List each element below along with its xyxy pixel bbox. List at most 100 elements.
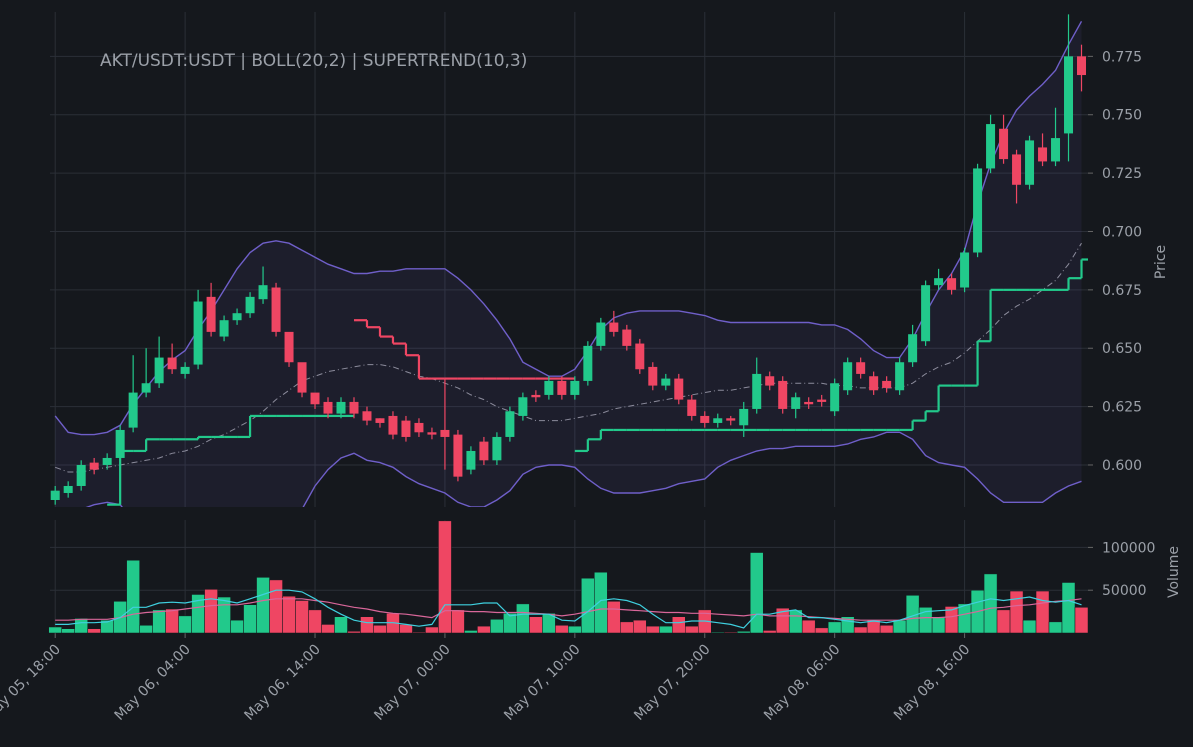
y-axis-label: Price: [1153, 245, 1169, 279]
candle-body: [921, 285, 931, 342]
y-tick-label: 0.700: [1102, 224, 1142, 240]
candle-body: [115, 429, 125, 458]
volume-bar: [659, 625, 673, 634]
volume-bar: [152, 609, 166, 634]
bollinger-mid: [55, 242, 1082, 473]
volume-bar: [827, 621, 842, 634]
candle-body: [284, 331, 294, 363]
volume-bar: [516, 603, 530, 634]
volume-bar: [438, 520, 452, 634]
volume-bar: [282, 595, 296, 634]
y-tick-label: 0.725: [1102, 166, 1142, 182]
candle-body: [102, 457, 112, 465]
volume-bar: [723, 631, 738, 634]
candle-body: [635, 343, 645, 370]
candle-body: [1064, 56, 1074, 134]
volume-bar: [633, 619, 647, 634]
candle-body: [1077, 56, 1087, 76]
volume-bar: [555, 625, 569, 634]
volume-bar: [334, 616, 348, 634]
volume-bar: [1048, 621, 1063, 634]
candle-body: [596, 322, 606, 346]
candle-body: [908, 334, 918, 363]
candle-body: [843, 362, 853, 391]
volume-bar: [451, 609, 465, 634]
y-tick-label: 0.775: [1102, 49, 1142, 65]
candle-body: [752, 373, 762, 409]
candle-body: [726, 418, 736, 421]
candle-body: [570, 380, 580, 395]
candle-body: [895, 362, 905, 391]
candle-body: [778, 380, 788, 409]
candle-body: [427, 432, 437, 435]
candle-body: [557, 380, 567, 395]
candle-body: [739, 408, 749, 426]
candle-body: [440, 429, 450, 437]
volume-bar: [762, 630, 777, 634]
volume-bar: [749, 552, 764, 634]
candle-body: [687, 399, 697, 416]
volume-bar: [74, 618, 88, 634]
volume-bar: [1009, 590, 1024, 634]
candle-body: [622, 329, 632, 346]
candle-body: [128, 392, 138, 428]
candle-body: [1025, 140, 1035, 185]
volume-bar: [620, 621, 634, 634]
candle-body: [674, 378, 684, 400]
candle-body: [180, 366, 190, 374]
candle-body: [50, 490, 60, 500]
volume-bar: [126, 559, 140, 634]
volume-bar: [1061, 582, 1076, 634]
candle-body: [206, 296, 216, 332]
y-tick-label: 0.600: [1102, 458, 1142, 474]
volume-bar: [542, 613, 556, 634]
candle-body: [375, 418, 385, 423]
volume-bar: [646, 625, 660, 634]
candle-body: [986, 124, 996, 169]
volume-panel: [48, 520, 1089, 634]
volume-bar: [672, 616, 686, 634]
volume-bar: [1022, 619, 1037, 634]
candle-body: [1038, 147, 1048, 162]
volume-bar: [178, 615, 192, 634]
volume-bar: [217, 596, 231, 634]
candle-body: [258, 285, 268, 300]
candle-body: [479, 441, 489, 461]
candle-body: [518, 397, 528, 416]
candle-body: [401, 420, 411, 437]
volume-ma: [55, 598, 1082, 621]
volume-bar: [581, 577, 595, 634]
candle-body: [323, 401, 333, 414]
y-tick-label: 0.750: [1102, 108, 1142, 124]
volume-bar: [373, 625, 387, 634]
volume-bar: [685, 625, 699, 634]
bollinger-fill: [55, 21, 1082, 507]
candle-body: [765, 376, 775, 386]
candle-body: [141, 383, 151, 393]
volume-bar: [607, 601, 621, 634]
candle-body: [453, 434, 463, 477]
price-panel: [50, 14, 1088, 507]
candle-body: [349, 401, 359, 414]
volume-bar: [295, 600, 309, 634]
candle-body: [76, 464, 86, 486]
candle-body: [310, 392, 320, 405]
candle-body: [661, 378, 671, 386]
y-axis-label: Volume: [1166, 546, 1182, 598]
volume-bar: [529, 616, 543, 634]
y-tick-label: 0.675: [1102, 283, 1142, 299]
candle-body: [700, 415, 710, 423]
volume-bar: [983, 573, 998, 634]
candle-body: [999, 128, 1009, 160]
candle-body: [934, 278, 944, 286]
candle-body: [167, 357, 177, 370]
volume-bar: [957, 603, 972, 634]
candle-body: [960, 252, 970, 288]
volume-ma: [55, 589, 1082, 629]
volume-bar: [61, 628, 75, 634]
candle-body: [973, 168, 983, 253]
volume-bar: [814, 627, 829, 634]
volume-bar: [308, 609, 322, 634]
candle-body: [505, 411, 515, 437]
